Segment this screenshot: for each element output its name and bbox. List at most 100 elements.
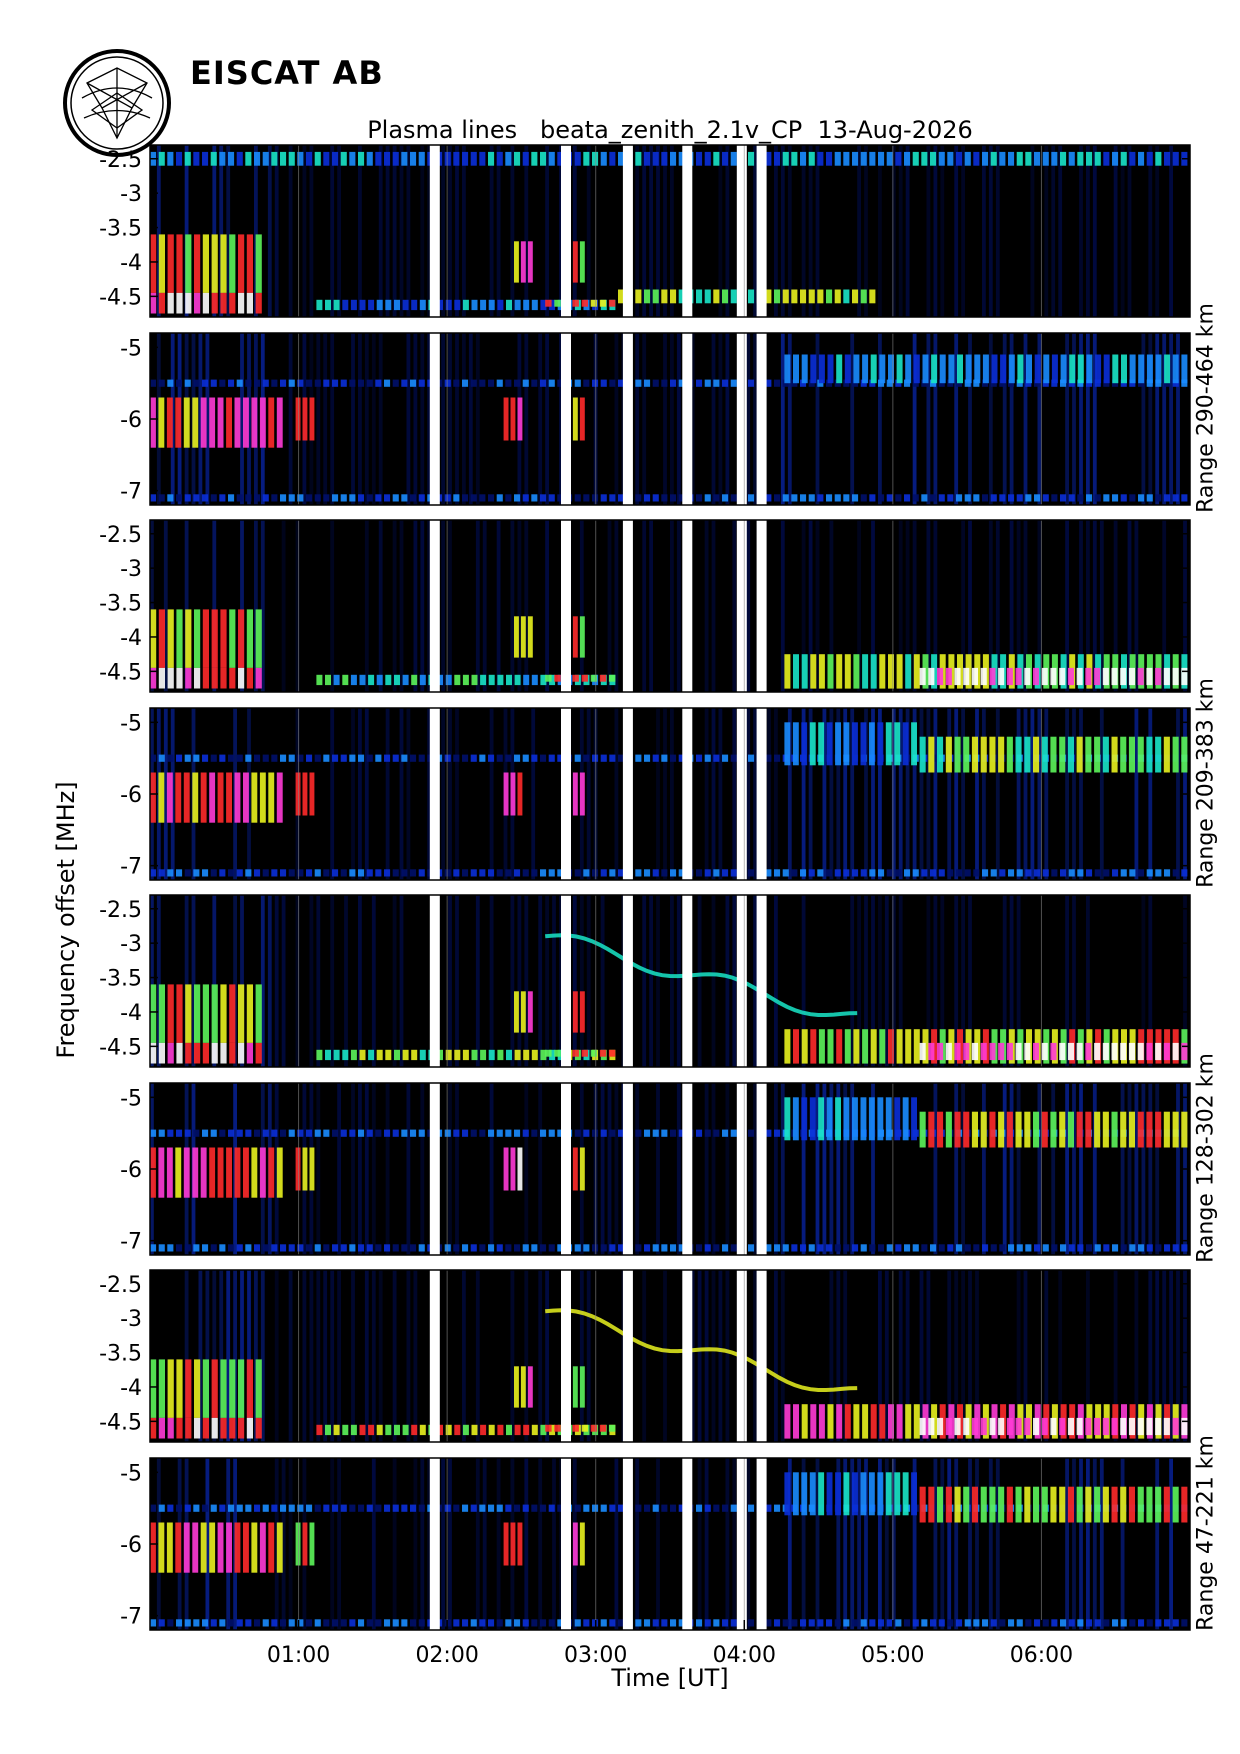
intensity-cell bbox=[1155, 667, 1162, 686]
intensity-cell bbox=[888, 354, 894, 384]
texture-column bbox=[898, 520, 903, 692]
intensity-cell bbox=[793, 1029, 799, 1064]
texture-column bbox=[406, 333, 411, 505]
intensity-cell bbox=[309, 1147, 315, 1191]
texture-column bbox=[905, 708, 910, 880]
intensity-cell bbox=[810, 1029, 817, 1064]
intensity-cell bbox=[800, 869, 807, 877]
texture-column bbox=[163, 520, 168, 692]
intensity-cell bbox=[366, 1129, 373, 1137]
intensity-cell bbox=[251, 397, 258, 448]
intensity-cell bbox=[870, 1404, 877, 1439]
intensity-cell bbox=[471, 299, 478, 311]
intensity-cell bbox=[280, 494, 287, 502]
intensity-cell bbox=[418, 379, 425, 387]
texture-column bbox=[392, 1270, 397, 1442]
data-gap bbox=[682, 520, 693, 692]
intensity-cell bbox=[678, 754, 685, 762]
intensity-cell bbox=[245, 379, 252, 387]
texture-column bbox=[919, 708, 924, 880]
intensity-cell bbox=[765, 869, 772, 877]
texture-column bbox=[878, 333, 882, 505]
intensity-cell bbox=[886, 1619, 893, 1627]
intensity-cell bbox=[496, 1244, 503, 1252]
texture-column bbox=[295, 895, 300, 1067]
intensity-cell bbox=[150, 1417, 157, 1439]
texture-column bbox=[358, 145, 362, 317]
intensity-cell bbox=[894, 1097, 901, 1141]
intensity-cell bbox=[982, 354, 989, 384]
intensity-cell bbox=[1034, 494, 1041, 502]
intensity-cell bbox=[246, 1042, 253, 1064]
texture-column bbox=[711, 1270, 716, 1442]
intensity-cell bbox=[1112, 869, 1119, 877]
intensity-cell bbox=[722, 289, 729, 304]
intensity-cell bbox=[548, 379, 555, 387]
texture-column bbox=[954, 708, 959, 880]
intensity-cell bbox=[220, 292, 227, 314]
intensity-cell bbox=[1172, 1486, 1179, 1523]
intensity-cell bbox=[930, 1244, 937, 1252]
data-gap bbox=[682, 708, 693, 880]
intensity-cell bbox=[202, 754, 209, 762]
intensity-cell bbox=[902, 1097, 909, 1141]
intensity-cell bbox=[1085, 1417, 1092, 1436]
texture-column bbox=[663, 333, 667, 505]
x-axis-label: Time [UT] bbox=[611, 1664, 729, 1692]
texture-column bbox=[1051, 1083, 1056, 1255]
intensity-cell bbox=[722, 1504, 729, 1512]
texture-column bbox=[642, 333, 647, 505]
intensity-cell bbox=[945, 1417, 952, 1436]
intensity-cell bbox=[1128, 1111, 1135, 1148]
intensity-cell bbox=[219, 151, 226, 166]
intensity-cell bbox=[579, 616, 585, 658]
intensity-cell bbox=[954, 1417, 961, 1436]
intensity-cell bbox=[999, 869, 1006, 877]
intensity-cell bbox=[1121, 354, 1127, 384]
intensity-cell bbox=[1034, 354, 1041, 384]
texture-column bbox=[1037, 1083, 1042, 1255]
intensity-cell bbox=[359, 299, 366, 311]
texture-column bbox=[995, 1458, 1000, 1630]
intensity-cell bbox=[774, 494, 781, 502]
texture-column bbox=[358, 708, 362, 880]
intensity-cell bbox=[505, 1504, 512, 1512]
intensity-cell bbox=[1163, 1417, 1170, 1436]
intensity-cell bbox=[462, 1049, 469, 1061]
intensity-cell bbox=[184, 869, 191, 877]
plasma-line-trace bbox=[545, 1308, 858, 1392]
intensity-cell bbox=[268, 1522, 275, 1573]
intensity-cell bbox=[245, 494, 252, 502]
texture-column bbox=[420, 1458, 425, 1630]
intensity-cell bbox=[670, 1244, 677, 1252]
texture-column bbox=[274, 145, 279, 317]
intensity-cell bbox=[445, 1049, 452, 1061]
texture-column bbox=[1113, 145, 1118, 317]
data-gap bbox=[622, 895, 633, 1067]
intensity-cell bbox=[913, 354, 920, 384]
intensity-cell bbox=[784, 722, 791, 766]
intensity-cell bbox=[323, 1129, 330, 1137]
texture-column bbox=[448, 1083, 452, 1255]
intensity-cell bbox=[245, 1619, 252, 1627]
texture-column bbox=[1002, 333, 1007, 505]
intensity-cell bbox=[1120, 1417, 1127, 1436]
intensity-cell bbox=[939, 354, 946, 384]
intensity-cell bbox=[774, 1244, 781, 1252]
intensity-cell bbox=[392, 1504, 399, 1512]
texture-column bbox=[850, 1458, 855, 1630]
intensity-cell bbox=[592, 869, 599, 877]
intensity-cell bbox=[510, 397, 516, 441]
texture-column bbox=[642, 1270, 647, 1442]
texture-column bbox=[878, 895, 882, 1067]
intensity-cell bbox=[1128, 1486, 1135, 1523]
intensity-cell bbox=[211, 667, 218, 689]
intensity-cell bbox=[1155, 1486, 1162, 1523]
intensity-cell bbox=[158, 1504, 165, 1512]
intensity-cell bbox=[1024, 1042, 1031, 1061]
texture-column bbox=[746, 1458, 751, 1630]
intensity-cell bbox=[332, 1619, 339, 1627]
intensity-cell bbox=[1120, 667, 1127, 686]
intensity-cell bbox=[809, 1097, 816, 1141]
intensity-cell bbox=[609, 1244, 616, 1252]
